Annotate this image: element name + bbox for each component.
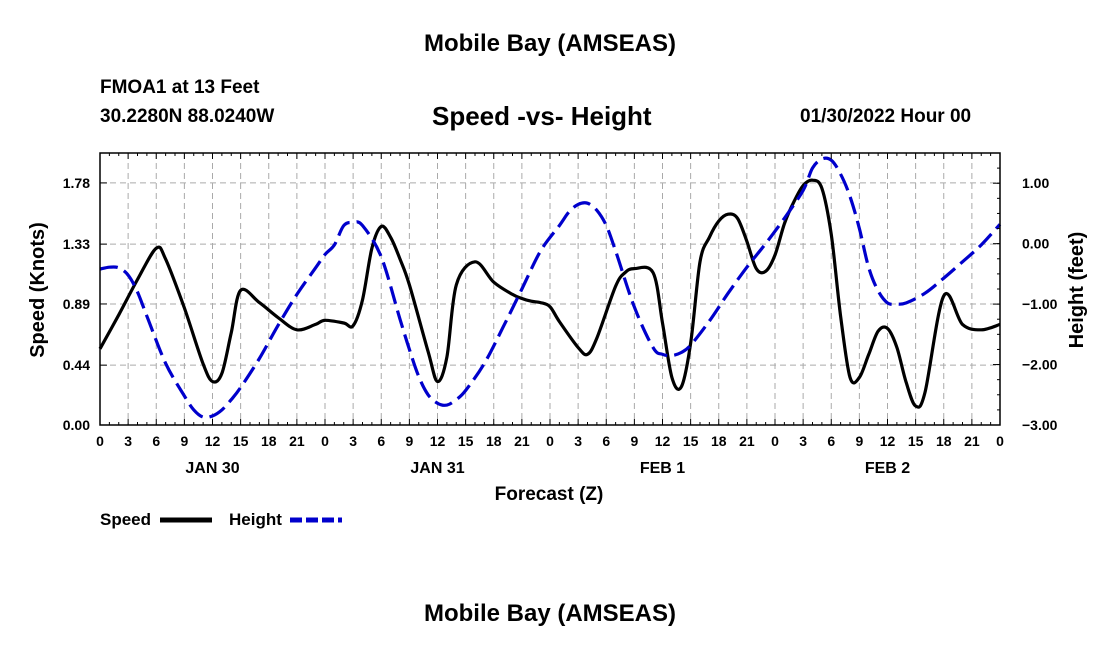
x-tick-label: 3 bbox=[124, 433, 132, 449]
date-label: JAN 30 bbox=[185, 460, 239, 477]
main-title: Mobile Bay (AMSEAS) bbox=[423, 30, 677, 57]
y-left-tick-label: 0.00 bbox=[63, 417, 90, 433]
x-tick-label: 0 bbox=[771, 433, 779, 449]
date-label: JAN 31 bbox=[410, 460, 464, 477]
x-tick-label: 12 bbox=[430, 433, 446, 449]
x-tick-label: 3 bbox=[349, 433, 357, 449]
x-tick-label: 21 bbox=[739, 433, 755, 449]
x-tick-label: 12 bbox=[205, 433, 221, 449]
x-tick-label: 6 bbox=[827, 433, 835, 449]
x-tick-label: 15 bbox=[458, 433, 474, 449]
run-time: 01/30/2022 Hour 00 bbox=[800, 106, 972, 127]
x-tick-label: 18 bbox=[936, 433, 952, 449]
y-right-tick-label: −2.00 bbox=[1022, 357, 1058, 373]
legend: Speed Height bbox=[100, 510, 342, 529]
x-tick-label: 21 bbox=[289, 433, 305, 449]
x-tick-label: 9 bbox=[855, 433, 863, 449]
y-axis-label-left: Speed (Knots) bbox=[27, 222, 49, 358]
x-tick-label: 9 bbox=[630, 433, 638, 449]
series-lines bbox=[98, 156, 1002, 420]
x-tick-label: 18 bbox=[486, 433, 502, 449]
x-tick-label: 9 bbox=[405, 433, 413, 449]
x-tick-label: 15 bbox=[683, 433, 699, 449]
x-tick-label: 9 bbox=[180, 433, 188, 449]
x-tick-label: 12 bbox=[655, 433, 671, 449]
x-tick-label: 21 bbox=[964, 433, 980, 449]
x-tick-label: 3 bbox=[799, 433, 807, 449]
y-left-tick-label: 0.89 bbox=[63, 296, 90, 312]
date-label: FEB 1 bbox=[640, 460, 685, 477]
x-axis-label: Forecast (Z) bbox=[495, 484, 604, 505]
x-tick-label: 0 bbox=[546, 433, 554, 449]
y-right-tick-label: −3.00 bbox=[1022, 417, 1058, 433]
x-tick-label: 6 bbox=[152, 433, 160, 449]
y-right-tick-label: 1.00 bbox=[1022, 175, 1049, 191]
x-tick-label: 18 bbox=[261, 433, 277, 449]
station-coordinates: 30.2280N 88.0240W bbox=[100, 106, 275, 127]
grid bbox=[100, 153, 1000, 425]
axes: 0 3 6 9 12 15 18 21 0 3 6 9 12 15 18 21 0 3 6 9 12 15 18 21 0 3 6 9… bbox=[63, 152, 1058, 477]
y-axis-label-right: Height (feet) bbox=[1066, 232, 1088, 349]
y-right-tick-label: 0.00 bbox=[1022, 236, 1049, 252]
series-line-height bbox=[99, 156, 1002, 420]
y-right-tick-label: −1.00 bbox=[1022, 296, 1058, 312]
date-label: FEB 2 bbox=[865, 460, 910, 477]
x-tick-label: 18 bbox=[711, 433, 727, 449]
x-tick-label: 0 bbox=[96, 433, 104, 449]
x-tick-label: 0 bbox=[996, 433, 1004, 449]
x-tick-label: 0 bbox=[321, 433, 329, 449]
chart-title: Speed -vs- Height bbox=[432, 101, 652, 131]
legend-label-speed: Speed bbox=[100, 510, 151, 529]
x-tick-label: 21 bbox=[514, 433, 530, 449]
x-tick-label: 15 bbox=[908, 433, 924, 449]
x-tick-label: 6 bbox=[602, 433, 610, 449]
x-tick-label: 12 bbox=[880, 433, 896, 449]
y-left-tick-label: 0.44 bbox=[63, 357, 90, 373]
x-tick-label: 15 bbox=[233, 433, 249, 449]
station-name: FMOA1 at 13 Feet bbox=[100, 77, 260, 98]
series-line-speed bbox=[98, 178, 1001, 409]
footer-title: Mobile Bay (AMSEAS) bbox=[423, 600, 677, 627]
legend-label-height: Height bbox=[229, 510, 282, 529]
x-tick-label: 3 bbox=[574, 433, 582, 449]
y-left-tick-label: 1.78 bbox=[63, 175, 90, 191]
x-tick-label: 6 bbox=[377, 433, 385, 449]
y-left-tick-label: 1.33 bbox=[63, 236, 90, 252]
